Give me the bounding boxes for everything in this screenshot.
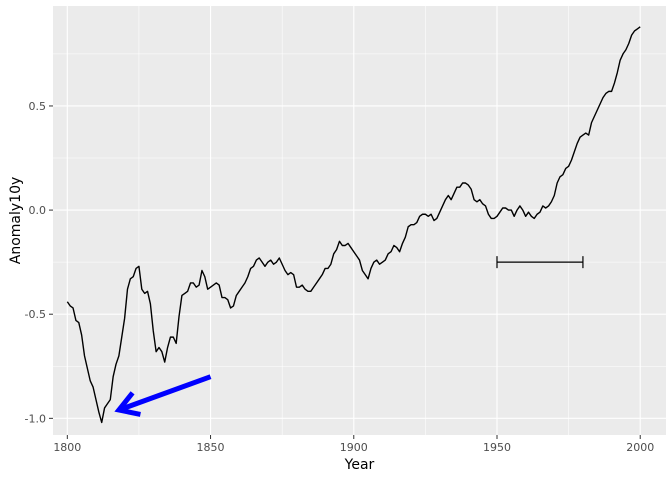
x-tick-label: 1950 [483,441,511,454]
plot-panel [53,6,666,435]
series-line [66,26,641,424]
y-tick-label: 0.0 [29,204,47,217]
x-tick-label: 1800 [53,441,81,454]
major-gridlines [53,6,666,435]
y-tick-label: -1.0 [25,412,46,425]
arrow-shaft [118,374,212,413]
arrow-head [114,391,141,417]
x-tick-label: 1900 [340,441,368,454]
y-axis: -1.0 -0.5 0.0 0.5 [25,100,53,425]
error-bar [496,256,584,269]
y-tick-label: -0.5 [25,308,46,321]
x-axis: 1800 1850 1900 1950 2000 [53,435,654,454]
x-axis-title: Year [344,457,375,473]
y-axis-title: Anomaly10y [8,177,24,265]
annotation-layer [114,256,584,417]
x-tick-label: 2000 [626,441,654,454]
y-tick-label: 0.5 [29,100,47,113]
series-layer [66,26,641,424]
arrow-annotation [114,374,212,417]
x-tick-label: 1850 [197,441,225,454]
